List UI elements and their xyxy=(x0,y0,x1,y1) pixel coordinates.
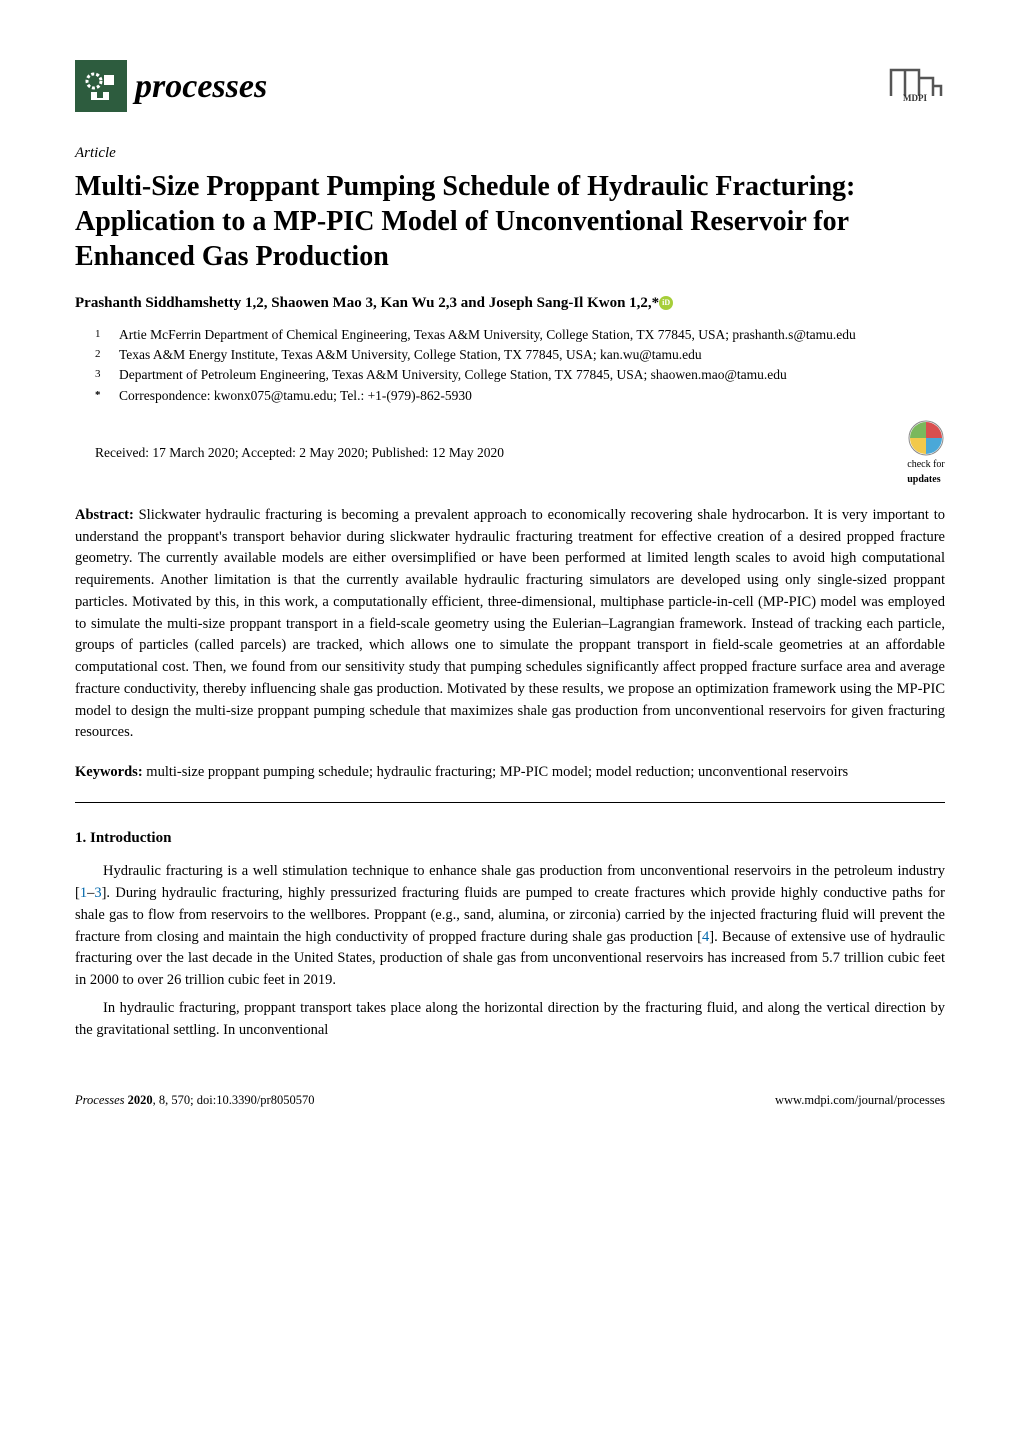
abstract-label: Abstract: xyxy=(75,507,134,523)
affil-text: Texas A&M Energy Institute, Texas A&M Un… xyxy=(119,346,945,364)
mdpi-label: MDPI xyxy=(903,93,927,102)
gear-flow-icon xyxy=(83,68,119,104)
journal-logo: processes xyxy=(75,60,267,112)
check-for-updates[interactable]: check forupdates xyxy=(907,419,945,487)
page-footer: Processes 2020, 8, 570; doi:10.3390/pr80… xyxy=(75,1091,945,1110)
received-text: Received: 17 March 2020; Accepted: 2 May… xyxy=(95,443,504,463)
footer-citation: , 8, 570; doi:10.3390/pr8050570 xyxy=(153,1093,315,1107)
footer-left: Processes 2020, 8, 570; doi:10.3390/pr80… xyxy=(75,1091,314,1110)
body-paragraph: Hydraulic fracturing is a well stimulati… xyxy=(75,861,945,992)
dates-row: Received: 17 March 2020; Accepted: 2 May… xyxy=(95,419,945,487)
affiliation-row: 3 Department of Petroleum Engineering, T… xyxy=(95,366,945,384)
affiliation-row: 2 Texas A&M Energy Institute, Texas A&M … xyxy=(95,346,945,364)
journal-name: processes xyxy=(135,61,267,112)
separator-rule xyxy=(75,802,945,803)
citation-link[interactable]: 1 xyxy=(80,885,87,901)
abstract: Abstract: Slickwater hydraulic fracturin… xyxy=(75,505,945,744)
article-title: Multi-Size Proppant Pumping Schedule of … xyxy=(75,169,945,274)
orcid-icon[interactable] xyxy=(659,296,673,310)
header-row: processes MDPI xyxy=(75,60,945,112)
affil-text: Department of Petroleum Engineering, Tex… xyxy=(119,366,945,384)
footer-journal: Processes xyxy=(75,1093,128,1107)
keywords-label: Keywords: xyxy=(75,764,143,780)
affil-num: 2 xyxy=(95,346,107,364)
affiliation-row: 1 Artie McFerrin Department of Chemical … xyxy=(95,326,945,344)
affil-text: Correspondence: kwonx075@tamu.edu; Tel.:… xyxy=(119,387,945,405)
affiliations-block: 1 Artie McFerrin Department of Chemical … xyxy=(95,326,945,405)
affil-text: Artie McFerrin Department of Chemical En… xyxy=(119,326,945,344)
authors-line: Prashanth Siddhamshetty 1,2, Shaowen Mao… xyxy=(75,292,945,315)
affil-num: 1 xyxy=(95,326,107,344)
authors-text: Prashanth Siddhamshetty 1,2, Shaowen Mao… xyxy=(75,295,659,311)
publisher-logo: MDPI xyxy=(885,60,945,110)
keywords-text: multi-size proppant pumping schedule; hy… xyxy=(143,764,849,780)
abstract-text: Slickwater hydraulic fracturing is becom… xyxy=(75,507,945,741)
affil-num: * xyxy=(95,387,107,405)
mdpi-icon: MDPI xyxy=(885,60,945,102)
section-heading: 1. Introduction xyxy=(75,827,945,850)
keywords: Keywords: multi-size proppant pumping sc… xyxy=(75,762,945,784)
article-type: Article xyxy=(75,142,945,165)
footer-right: www.mdpi.com/journal/processes xyxy=(775,1091,945,1110)
check-updates-icon xyxy=(907,419,945,457)
affil-num: 3 xyxy=(95,366,107,384)
affiliation-row: * Correspondence: kwonx075@tamu.edu; Tel… xyxy=(95,387,945,405)
check-updates-label: check forupdates xyxy=(907,457,944,487)
journal-logo-mark xyxy=(75,60,127,112)
footer-year: 2020 xyxy=(128,1093,153,1107)
citation-link[interactable]: 3 xyxy=(94,885,101,901)
body-paragraph: In hydraulic fracturing, proppant transp… xyxy=(75,998,945,1042)
